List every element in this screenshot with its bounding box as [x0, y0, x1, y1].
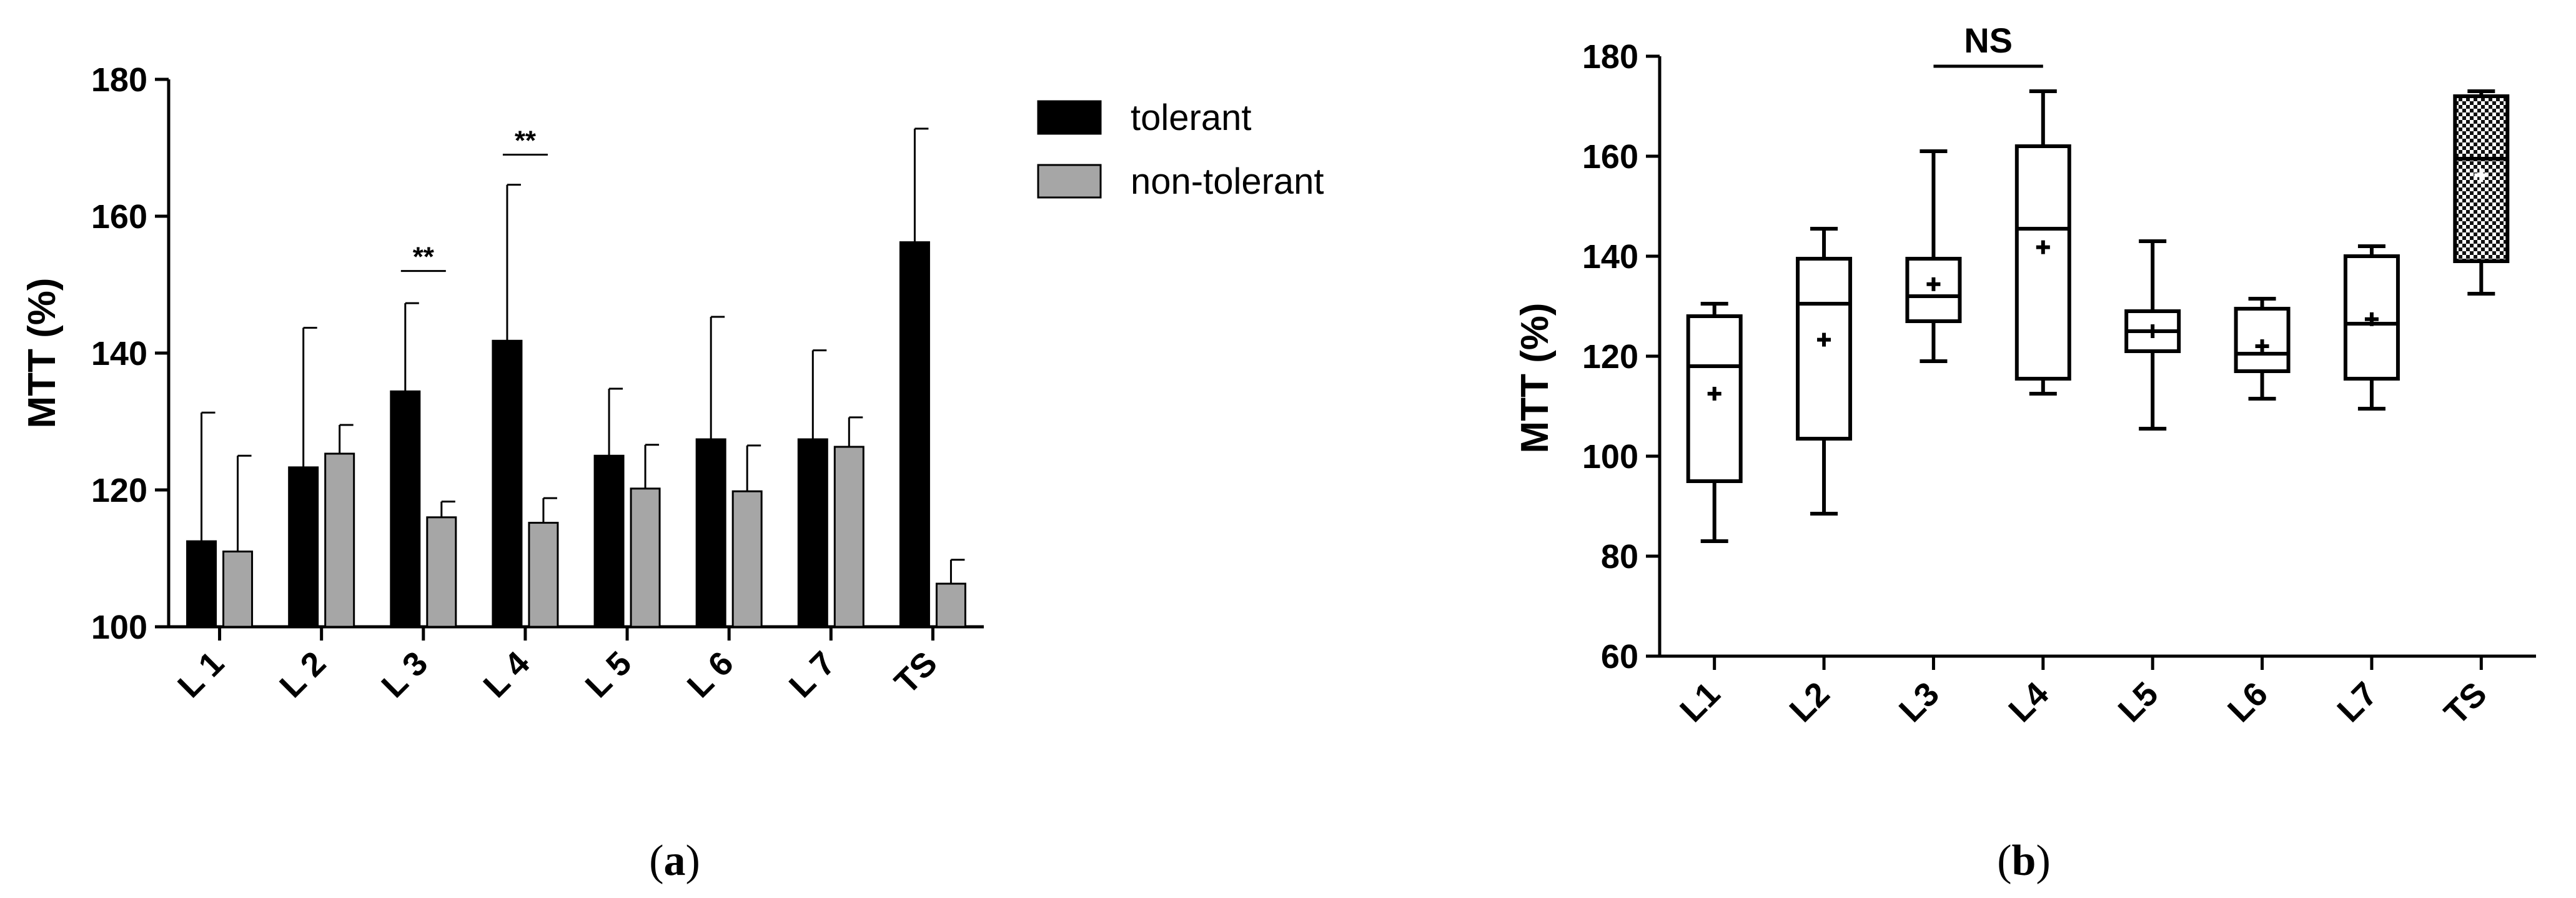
panel-a-bar [593, 454, 625, 628]
panel-b-box-group [1686, 302, 1743, 543]
panel-a-x-tick-label: L 4 [477, 644, 537, 705]
caption-b: (b) [1997, 837, 2051, 885]
panel-b-box-group [2014, 89, 2071, 396]
panel-b-y-tick-label: 80 [1601, 538, 1638, 576]
panel-a-bar [833, 446, 864, 628]
panel-b-y-tick-label: 60 [1601, 638, 1638, 676]
panel-a-bar [222, 551, 254, 628]
panel-b-x-tick-label: L4 [2001, 675, 2056, 729]
panel-a-x-tick-label: L 6 [680, 644, 741, 705]
panel-b-x-tick-label: L7 [2330, 675, 2384, 729]
panel-a-x-tick-label: L 2 [272, 644, 333, 705]
panel-a-y-tick-label: 120 [91, 472, 147, 509]
panel-a-y-tick-label: 100 [91, 609, 147, 646]
panel-b-ns-label: NS [1964, 21, 2013, 60]
panel-b-box-group [2453, 89, 2510, 296]
panel-b-box [1796, 257, 1853, 441]
panel-a-bar [935, 582, 966, 628]
panel-b-x-tick-label: L5 [2111, 675, 2166, 729]
panel-b-box-group [2234, 297, 2291, 401]
panel-a-x-tick-label: L 3 [374, 644, 435, 705]
panel-b-box [1686, 314, 1743, 483]
panel-a-bar [695, 438, 726, 628]
caption-a: (a) [649, 837, 700, 885]
legend-label-tolerant: tolerant [1131, 97, 1251, 138]
panel-b-x-tick-label: L1 [1673, 675, 1727, 729]
panel-b-y-tick-label: 180 [1582, 38, 1638, 76]
panel-a-x-tick-label: L 7 [782, 644, 843, 705]
panel-a-bar [630, 487, 661, 628]
panel-b-box [2014, 144, 2071, 381]
panel-a-bar [390, 390, 421, 628]
panel-b-y-tick-label: 160 [1582, 138, 1638, 176]
panel-a-bar [528, 522, 559, 628]
panel-b-box-group [2124, 239, 2181, 431]
legend-swatch-tolerant [1037, 100, 1102, 135]
panel-b-annotations: NS [1933, 21, 2043, 68]
panel-a-bar [324, 452, 355, 628]
panel-b-y-tick-label: 120 [1582, 338, 1638, 376]
panel-a-y-tick-label: 140 [91, 335, 147, 372]
panel-b-box-group [1905, 149, 1962, 363]
panel-b-x-tick-label: TS [2437, 675, 2494, 732]
panel-b-y-axis-title: MTT (%) [1513, 302, 1557, 453]
panel-a-significance-label: ** [515, 125, 537, 156]
panel-a-bar [426, 516, 457, 628]
panel-b-x-tick-label: L6 [2221, 675, 2275, 729]
panel-a-y-tick-label: 180 [91, 61, 147, 99]
panel-b-box-group [2343, 244, 2400, 411]
panel-a-bar [731, 490, 763, 628]
panel-a-bar [288, 466, 319, 628]
panel-a-bar [492, 339, 523, 628]
panel-b-boxes [1686, 89, 2510, 543]
panel-a-y-axis-title: MTT (%) [21, 277, 64, 428]
panel-b-y-tick-label: 100 [1582, 438, 1638, 476]
panel-b-box-plot: MTT (%) 60 80 100 120 140 160 180 L1 L2 L3 L4 L5 L6 L… [1513, 21, 2536, 732]
panel-b-y-tick-label: 140 [1582, 238, 1638, 276]
panel-b-box-group [1796, 227, 1853, 516]
panel-a-significance-label: ** [413, 242, 435, 272]
legend-swatch-non-tolerant [1037, 164, 1102, 199]
panel-a-bar [797, 438, 828, 628]
panel-a-bar-chart: MTT (%) 100 120 140 160 180 L 1 L 2 L 3 L 4 L 5 L … [21, 61, 984, 705]
panel-a-bar [899, 241, 930, 628]
legend-label-non-tolerant: non-tolerant [1131, 161, 1324, 202]
panel-a-y-tick-label: 160 [91, 198, 147, 236]
panel-a-x-tick-label: L 5 [578, 644, 639, 705]
panel-a-annotations: ** ** [400, 125, 548, 272]
legend: tolerant non-tolerant [1037, 97, 1324, 202]
panel-b-x-tick-label: L3 [1892, 675, 1946, 729]
panel-b-x-tick-label: L2 [1783, 675, 1837, 729]
panel-a-x-tick-label: L 1 [171, 644, 231, 705]
panel-a-x-tick-label: TS [888, 644, 944, 701]
panel-a-bar [186, 540, 217, 628]
panel-a-bars [186, 127, 966, 628]
